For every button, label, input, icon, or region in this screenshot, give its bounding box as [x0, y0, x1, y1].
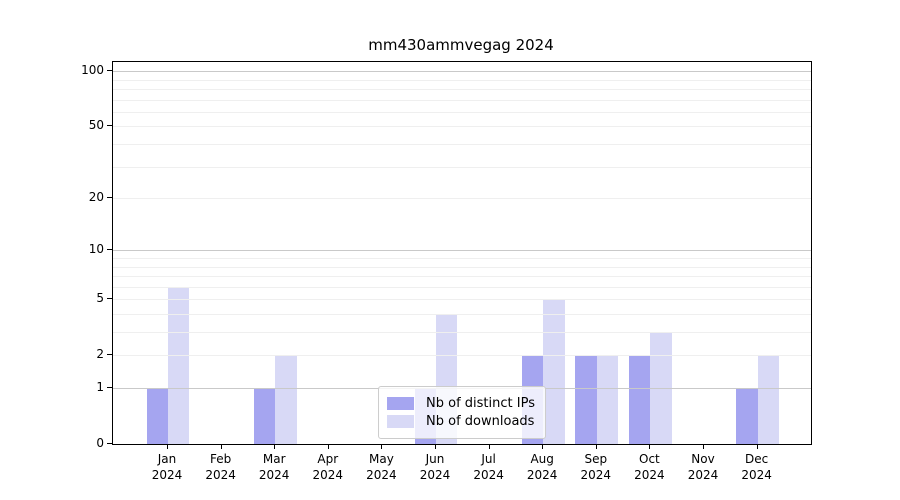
x-tick-sep [595, 444, 597, 449]
legend-label-distinct-ips: Nb of distinct IPs [426, 396, 535, 411]
gridline-minor-3 [113, 332, 811, 334]
x-tick-label-oct: Oct 2024 [634, 452, 665, 482]
x-tick-dec [756, 444, 758, 449]
x-tick-jun [435, 444, 436, 449]
x-tick-label-feb: Feb 2024 [205, 452, 236, 482]
gridline-minor-5 [113, 299, 811, 301]
gridline-minor-80 [113, 89, 811, 91]
gridline-minor-70 [113, 99, 811, 101]
bar-downloads-jan [168, 286, 190, 444]
legend-item-downloads: Nb of downloads [387, 414, 535, 429]
x-tick-mar [274, 444, 276, 449]
y-tick-label-100: 100 [81, 63, 104, 78]
x-tick-label-dec: Dec 2024 [741, 452, 772, 482]
bar-downloads-mar [275, 355, 297, 444]
gridline-minor-50 [113, 126, 811, 128]
x-tick-label-jun: Jun 2024 [419, 452, 451, 482]
x-tick-label-aug: Aug 2024 [526, 452, 558, 482]
bar-ips-mar [253, 388, 276, 444]
gridline-minor-6 [113, 286, 811, 288]
y-tick-100 [107, 70, 112, 72]
chart-title: mm430ammvegag 2024 [368, 36, 554, 54]
bar-ips-jan [146, 388, 168, 444]
x-tick-label-may: May 2024 [366, 452, 397, 482]
gridline-minor-60 [113, 111, 811, 113]
gridline-major-100 [113, 71, 811, 73]
x-tick-feb [220, 444, 222, 449]
y-tick-label-0: 0 [96, 436, 104, 450]
y-tick-10 [107, 249, 112, 251]
x-tick-aug [542, 444, 544, 449]
y-tick-label-1: 1 [96, 380, 104, 394]
gridline-minor-30 [113, 166, 811, 168]
y-tick-5 [107, 298, 112, 300]
x-tick-may [381, 444, 383, 449]
y-tick-2 [107, 354, 112, 356]
y-tick-0 [107, 443, 112, 444]
legend-swatch-distinct-ips [387, 397, 415, 410]
y-tick-label-5: 5 [96, 291, 104, 306]
y-tick-50 [107, 125, 112, 127]
x-tick-label-mar: Mar 2024 [258, 452, 290, 482]
gridline-minor-7 [113, 276, 811, 278]
plot-area: Nb of distinct IPs Nb of downloads [112, 61, 812, 445]
x-tick-oct [649, 444, 651, 449]
bar-downloads-dec [757, 355, 779, 444]
y-tick-label-2: 2 [96, 347, 104, 362]
x-tick-jul [488, 444, 490, 449]
gridline-minor-2 [113, 355, 811, 357]
bar-downloads-sep [596, 355, 619, 444]
gridline-minor-20 [113, 198, 811, 200]
bar-downloads-aug [543, 299, 565, 444]
y-tick-20 [107, 197, 112, 199]
x-tick-label-sep: Sep 2024 [580, 452, 612, 482]
gridline-minor-40 [113, 144, 811, 146]
gridline-major-10 [113, 250, 811, 252]
x-tick-label-jan: Jan 2024 [151, 452, 183, 482]
x-tick-label-apr: Apr 2024 [312, 452, 344, 482]
x-tick-label-nov: Nov 2024 [687, 452, 719, 482]
legend-label-downloads: Nb of downloads [426, 414, 535, 429]
gridline-minor-8 [113, 266, 811, 268]
legend-swatch-downloads [387, 415, 415, 428]
y-tick-label-10: 10 [88, 242, 104, 257]
bar-ips-dec [736, 388, 758, 444]
gridline-minor-4 [113, 313, 811, 315]
x-tick-jan [167, 444, 168, 449]
gridline-minor-90 [113, 79, 811, 81]
x-tick-nov [703, 444, 704, 449]
y-tick-1 [107, 387, 112, 388]
x-tick-label-jul: Jul 2024 [473, 452, 504, 482]
bar-ips-oct [629, 355, 651, 444]
y-tick-label-20: 20 [88, 190, 104, 205]
legend-item-distinct-ips: Nb of distinct IPs [387, 396, 535, 411]
legend: Nb of distinct IPs Nb of downloads [378, 386, 546, 439]
y-tick-label-50: 50 [88, 118, 104, 133]
bar-ips-sep [575, 355, 597, 444]
x-tick-apr [327, 444, 329, 449]
gridline-minor-9 [113, 258, 811, 259]
